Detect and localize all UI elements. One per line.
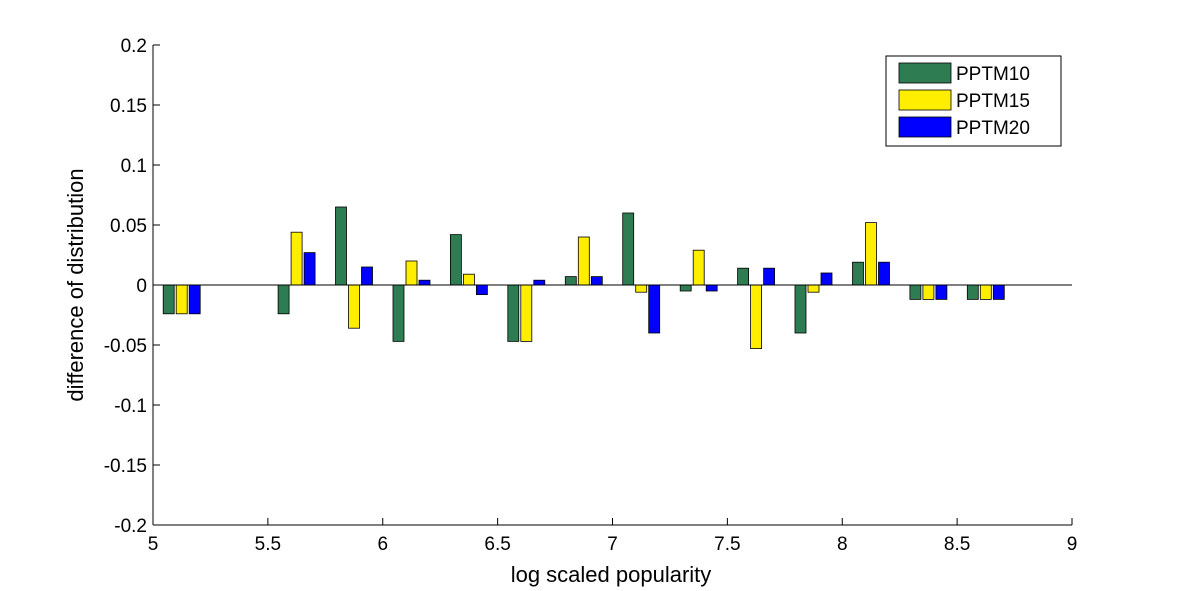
bar-pptm10-0 — [162, 284, 175, 315]
y-axis-title: difference of distribution — [63, 168, 88, 401]
x-tick-label: 7.5 — [714, 534, 740, 555]
x-axis-title: log scaled popularity — [511, 562, 712, 587]
bars-group — [162, 206, 1005, 349]
bar-pptm20-13 — [992, 284, 1005, 300]
bar-pptm10-1 — [277, 284, 290, 315]
y-tick-label: 0 — [136, 276, 147, 297]
bar-pptm15-3 — [405, 260, 418, 286]
legend: PPTM10 PPTM15 PPTM20 — [885, 55, 1062, 147]
y-tick-label: 0.2 — [121, 36, 147, 57]
bar-pptm15-10 — [807, 284, 820, 293]
bar-pptm10-13 — [966, 284, 979, 300]
bar-pptm10-2 — [335, 206, 347, 286]
x-tick-label: 7 — [607, 534, 618, 555]
bar-pptm10-4 — [449, 234, 462, 286]
bar-pptm20-7 — [648, 284, 661, 334]
x-tick-label: 5 — [148, 534, 159, 555]
x-tick-label: 8.5 — [944, 534, 970, 555]
bar-pptm15-7 — [635, 284, 648, 293]
bar-pptm20-0 — [188, 284, 201, 315]
bar-pptm10-12 — [909, 284, 922, 300]
bar-pptm10-9 — [737, 267, 749, 286]
bar-pptm20-5 — [533, 279, 546, 286]
bar-pptm10-11 — [852, 261, 864, 286]
y-tick-label: 0.15 — [110, 96, 147, 117]
axes-group: 5 5.5 6 6.5 7 7.5 8 8.5 9 -0.2 -0.15 -0.1 -0.05 0 0.05… — [104, 36, 1078, 555]
bar-pptm20-6 — [590, 276, 603, 286]
bar-pptm15-1 — [290, 231, 303, 286]
bar-pptm15-9 — [750, 284, 762, 349]
bar-pptm20-3 — [418, 279, 431, 286]
bar-pptm20-9 — [763, 267, 775, 286]
bar-pptm15-0 — [175, 284, 188, 315]
legend-label-pptm15: PPTM15 — [956, 91, 1030, 112]
bar-pptm20-12 — [935, 284, 948, 300]
bar-pptm20-2 — [361, 266, 373, 286]
y-tick-label: -0.15 — [104, 456, 147, 477]
bar-pptm15-6 — [577, 236, 590, 286]
y-tick-label: -0.1 — [114, 396, 147, 417]
bar-pptm10-3 — [392, 284, 405, 342]
bar-pptm20-8 — [705, 284, 718, 292]
legend-label-pptm20: PPTM20 — [956, 118, 1030, 139]
legend-label-pptm10: PPTM10 — [956, 64, 1030, 85]
bar-pptm20-10 — [820, 272, 833, 286]
x-tick-label: 8 — [837, 534, 848, 555]
bar-pptm20-11 — [878, 261, 890, 286]
legend-swatch-pptm20 — [898, 116, 952, 138]
bar-pptm15-13 — [979, 284, 992, 300]
bar-pptm15-5 — [520, 284, 533, 342]
x-tick-label: 6.5 — [484, 534, 510, 555]
bar-pptm10-7 — [622, 212, 635, 286]
bar-pptm15-12 — [922, 284, 935, 300]
bar-pptm10-10 — [794, 284, 807, 334]
bar-pptm15-11 — [865, 222, 877, 286]
y-tick-label: 0.1 — [121, 156, 147, 177]
x-tick-label: 9 — [1067, 534, 1078, 555]
bar-pptm10-6 — [564, 276, 577, 286]
bar-pptm15-8 — [692, 249, 705, 286]
bar-pptm15-4 — [462, 273, 475, 286]
bar-pptm15-2 — [348, 284, 360, 329]
y-tick-label: -0.2 — [114, 516, 147, 537]
y-tick-label: -0.05 — [104, 336, 147, 357]
legend-swatch-pptm10 — [898, 62, 952, 84]
legend-swatch-pptm15 — [898, 89, 952, 111]
bar-pptm20-1 — [303, 252, 316, 286]
x-tick-label: 5.5 — [255, 534, 281, 555]
bar-pptm10-5 — [507, 284, 520, 342]
bar-pptm20-4 — [475, 284, 488, 296]
x-tick-label: 6 — [377, 534, 388, 555]
bar-pptm10-8 — [679, 284, 692, 292]
y-tick-label: 0.05 — [110, 216, 147, 237]
